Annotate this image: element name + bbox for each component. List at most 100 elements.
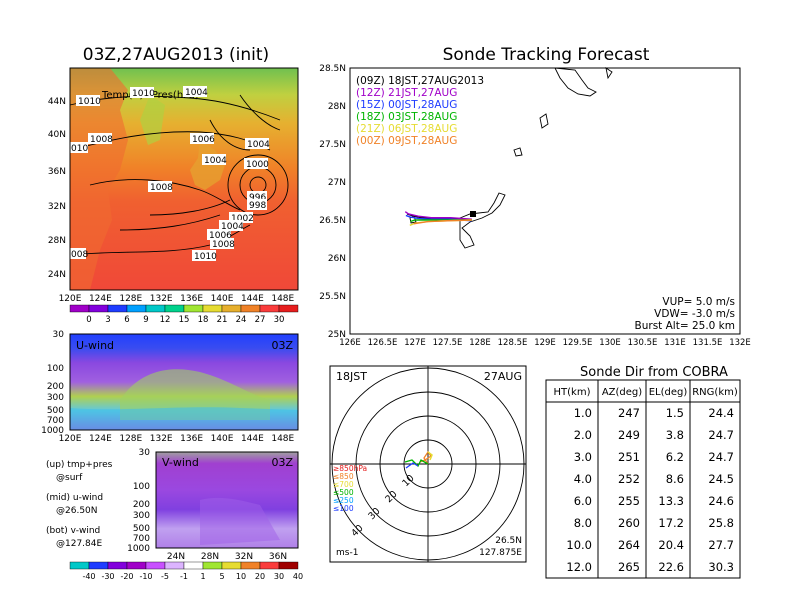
lon-tick-label: 120E xyxy=(59,434,82,444)
u-wind-shading xyxy=(120,369,270,420)
colorbar-swatch xyxy=(88,561,109,570)
island xyxy=(605,67,613,80)
lat-tick-label: 28N xyxy=(201,552,219,562)
table-cell: 24.7 xyxy=(708,450,734,464)
colorbar-label: 6 xyxy=(124,315,129,325)
table-cell: 17.2 xyxy=(658,516,684,530)
tracking-lat-ticks: 28.5N 28N 27.5N 27N 26.5N 26N 25.5N 25N xyxy=(319,64,346,340)
hodograph-segment xyxy=(405,462,419,469)
isobar-label: 1004 xyxy=(221,222,244,232)
table-header: AZ(deg) xyxy=(602,387,642,398)
colorbar-label: 24 xyxy=(236,315,247,325)
lon-tick-label: 120E xyxy=(59,294,82,304)
isobar-label: 996 xyxy=(249,193,266,203)
isobar-label: 1010 xyxy=(194,252,217,262)
table-cell: 24.7 xyxy=(708,428,734,442)
table-cell: 22.6 xyxy=(658,560,684,574)
table-cell: 260 xyxy=(618,516,640,530)
colorbar-label: 30 xyxy=(274,315,285,325)
temperature-map: Temp(C)+Pres(hPa) 1010 1010 1004 1008 10… xyxy=(69,67,299,291)
table-header: EL(deg) xyxy=(649,387,688,398)
lon-tick-label: 128E xyxy=(469,338,491,348)
track-legend-entry: (09Z) 18JST,27AUG2013 xyxy=(356,75,484,87)
temperature-colorbar: 0 3 6 9 12 15 18 21 24 27 30 xyxy=(69,304,299,325)
hodograph-segment xyxy=(427,451,433,461)
colorbar-label: 21 xyxy=(217,315,228,325)
colorbar-label: 10 xyxy=(236,572,246,581)
isobar-label: 1006 xyxy=(209,231,232,241)
table-cell: 265 xyxy=(618,560,640,574)
lat-tick-label: 25.5N xyxy=(319,292,346,302)
polar-lat: 26.5N xyxy=(495,536,522,546)
legend-line: @26.50N xyxy=(56,506,98,516)
table-cell: 264 xyxy=(618,538,640,552)
colorbar-swatch xyxy=(145,561,166,570)
colorbar-swatch xyxy=(126,304,147,313)
u-wind-frame xyxy=(69,333,299,431)
tracking-frame xyxy=(349,67,741,335)
colorbar-swatch xyxy=(259,561,280,570)
isobar-lines xyxy=(69,94,289,256)
isobar-label: 1010 xyxy=(132,89,155,99)
lon-tick-label: 127.5E xyxy=(433,338,463,348)
china-landmass xyxy=(70,68,128,290)
lat-tick-label: 27.5N xyxy=(319,140,346,150)
table-cell: 20.4 xyxy=(658,538,684,552)
table-cell: 27.7 xyxy=(708,538,734,552)
pressure-tick-label: 30 xyxy=(53,330,65,340)
track-legend-entry: (21Z) 06JST,28AUG xyxy=(356,123,457,135)
lat-tick-label: 44N xyxy=(48,97,66,107)
colorbar-swatch xyxy=(240,561,261,570)
lat-tick-label: 27N xyxy=(328,178,346,188)
table-cell: 249 xyxy=(618,428,640,442)
colorbar-label: -10 xyxy=(139,572,152,581)
lat-tick-label: 28N xyxy=(328,102,346,112)
table-cell: 2.0 xyxy=(574,428,592,442)
table-cell: 24.6 xyxy=(708,494,734,508)
lon-tick-label: 132E xyxy=(729,338,751,348)
colorbar-swatch xyxy=(278,304,299,313)
table-cell: 1.0 xyxy=(574,406,592,420)
pressure-tick-label: 1000 xyxy=(127,544,150,554)
height-legend-entry: ≤100 xyxy=(333,504,354,513)
height-legend-entry: ≤700 xyxy=(333,480,354,489)
table-cell: 30.3 xyxy=(708,560,734,574)
lon-tick-label: 136E xyxy=(180,434,203,444)
table-cell: 1.5 xyxy=(666,406,684,420)
isobar-label: 1004 xyxy=(247,140,270,150)
lat-tick-label: 25N xyxy=(328,330,346,340)
table-cell: 6.0 xyxy=(574,494,592,508)
isobar-label: 1000 xyxy=(246,160,269,170)
launch-point-marker xyxy=(470,211,476,217)
pressure-tick-label: 700 xyxy=(133,534,150,544)
lon-tick-label: 136E xyxy=(180,294,203,304)
polar-lon: 127.875E xyxy=(479,548,522,558)
colorbar-label: 27 xyxy=(255,315,266,325)
colorbar-label: 12 xyxy=(160,315,171,325)
lon-tick-label: 132E xyxy=(150,434,173,444)
colorbar-swatch xyxy=(240,304,261,313)
tracking-legend: (09Z) 18JST,27AUG2013(12Z) 21JST,27AUG(1… xyxy=(356,75,484,147)
lat-tick-label: 32N xyxy=(235,552,253,562)
pressure-tick-label: 300 xyxy=(47,393,64,403)
lat-tick-label: 26.5N xyxy=(319,216,346,226)
table-title: Sonde Dir from COBRA xyxy=(580,365,728,380)
polar-plot: 10 20 30 40 18JST 27AUG ≥850hPa≤850≤700≤… xyxy=(329,365,527,563)
table-frame xyxy=(545,379,741,579)
isobar-label: 008 xyxy=(71,250,88,260)
table-cell: 3.0 xyxy=(574,450,592,464)
colorbar-swatch xyxy=(126,561,147,570)
table-cell: 4.0 xyxy=(574,472,592,486)
left-map-lat-ticks: 44N 40N 36N 32N 28N 24N xyxy=(48,97,66,280)
lon-tick-label: 127E xyxy=(404,338,426,348)
table-header: HT(km) xyxy=(554,387,591,398)
legend-line: (bot) v-wind xyxy=(46,526,100,536)
colorbar-swatch xyxy=(278,561,299,570)
colorbar-swatch xyxy=(221,561,242,570)
lat-tick-label: 26N xyxy=(328,254,346,264)
v-wind-panel: V-wind 03Z xyxy=(155,451,299,549)
table-cell: 3.8 xyxy=(666,428,684,442)
track-lines xyxy=(404,211,472,226)
colorbar-swatch xyxy=(202,304,223,313)
